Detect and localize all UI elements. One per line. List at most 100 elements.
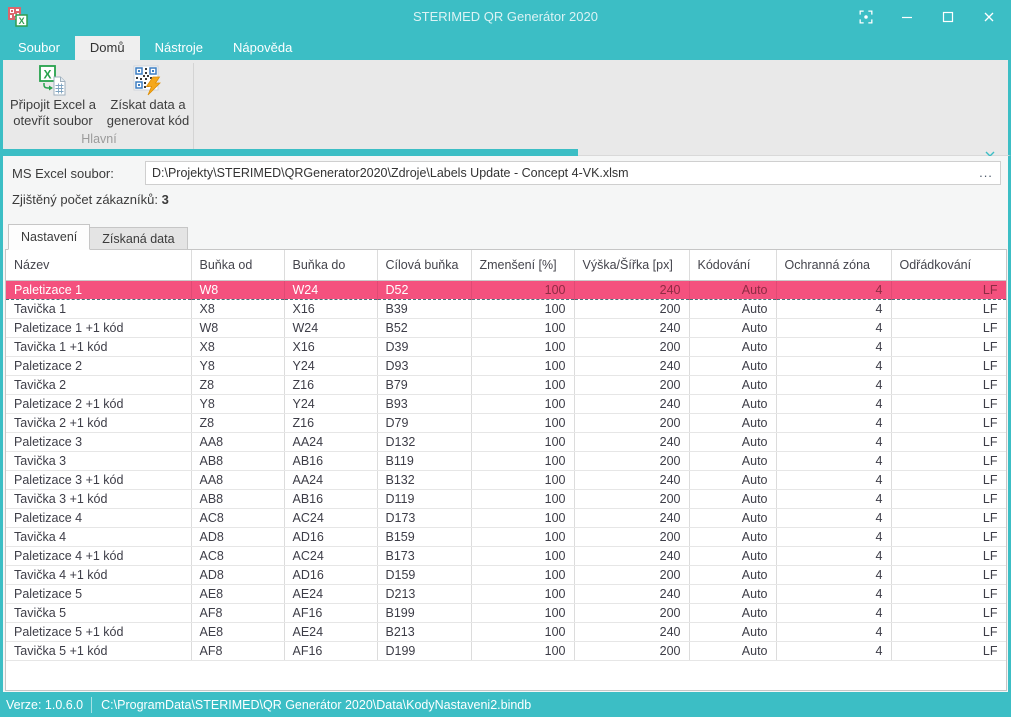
table-cell[interactable]: 4 bbox=[776, 299, 892, 319]
column-header[interactable]: Název bbox=[6, 250, 192, 281]
table-cell[interactable]: 240 bbox=[574, 394, 690, 414]
table-cell[interactable]: 240 bbox=[574, 279, 690, 300]
table-cell[interactable]: Paletizace 5 bbox=[6, 584, 192, 604]
table-cell[interactable]: Tavička 2 bbox=[6, 375, 192, 395]
table-cell[interactable]: AF8 bbox=[191, 603, 285, 623]
table-cell[interactable]: AD16 bbox=[284, 527, 378, 547]
column-header[interactable]: Odřádkování bbox=[891, 250, 1006, 281]
table-cell[interactable]: 4 bbox=[776, 318, 892, 338]
table-cell[interactable]: Paletizace 4 +1 kód bbox=[6, 546, 192, 566]
table-cell[interactable]: B93 bbox=[377, 394, 472, 414]
tab-nastaveni[interactable]: Nastavení bbox=[8, 224, 91, 250]
table-cell[interactable]: 4 bbox=[776, 375, 892, 395]
table-cell[interactable]: AD16 bbox=[284, 565, 378, 585]
table-cell[interactable]: 4 bbox=[776, 641, 892, 661]
tab-ziskana-data[interactable]: Získaná data bbox=[89, 227, 188, 250]
table-cell[interactable]: D213 bbox=[377, 584, 472, 604]
generate-code-button[interactable]: Získat data a generovat kód bbox=[102, 62, 194, 140]
column-header[interactable]: Výška/Šířka [px] bbox=[574, 250, 690, 281]
table-cell[interactable]: Tavička 1 +1 kód bbox=[6, 337, 192, 357]
ribbon-collapse-chevron-icon[interactable] bbox=[985, 144, 995, 157]
table-cell[interactable]: B199 bbox=[377, 603, 472, 623]
table-cell[interactable]: B213 bbox=[377, 622, 472, 642]
table-cell[interactable]: Tavička 4 bbox=[6, 527, 192, 547]
table-cell[interactable]: AA24 bbox=[284, 432, 378, 452]
table-cell[interactable]: 100 bbox=[471, 489, 575, 509]
table-row[interactable]: Paletizace 4 +1 kód AC8 AC24 B173 100 240 Auto… bbox=[6, 546, 1006, 566]
table-cell[interactable]: 4 bbox=[776, 432, 892, 452]
table-row[interactable]: Tavička 2 +1 kód Z8 Z16 D79 100 200 Auto 4 LF bbox=[6, 413, 1006, 433]
table-cell[interactable]: Tavička 5 bbox=[6, 603, 192, 623]
table-cell[interactable]: D132 bbox=[377, 432, 472, 452]
table-cell[interactable]: 4 bbox=[776, 508, 892, 528]
table-cell[interactable]: 200 bbox=[574, 413, 690, 433]
table-cell[interactable]: 200 bbox=[574, 603, 690, 623]
table-cell[interactable]: LF bbox=[891, 584, 1006, 604]
table-cell[interactable]: D39 bbox=[377, 337, 472, 357]
table-cell[interactable]: 100 bbox=[471, 527, 575, 547]
table-cell[interactable]: 4 bbox=[776, 584, 892, 604]
table-cell[interactable]: LF bbox=[891, 622, 1006, 642]
table-cell[interactable]: LF bbox=[891, 394, 1006, 414]
table-cell[interactable]: D79 bbox=[377, 413, 472, 433]
table-cell[interactable]: Tavička 3 bbox=[6, 451, 192, 471]
table-cell[interactable]: AB8 bbox=[191, 451, 285, 471]
table-cell[interactable]: 4 bbox=[776, 337, 892, 357]
table-cell[interactable]: 240 bbox=[574, 356, 690, 376]
table-cell[interactable]: Paletizace 4 bbox=[6, 508, 192, 528]
table-cell[interactable]: AF8 bbox=[191, 641, 285, 661]
table-cell[interactable]: Auto bbox=[689, 299, 777, 319]
table-cell[interactable]: AC24 bbox=[284, 546, 378, 566]
table-cell[interactable]: 100 bbox=[471, 432, 575, 452]
excel-path-input[interactable] bbox=[146, 162, 974, 184]
table-cell[interactable]: D93 bbox=[377, 356, 472, 376]
table-cell[interactable]: B173 bbox=[377, 546, 472, 566]
table-cell[interactable]: 4 bbox=[776, 470, 892, 490]
table-cell[interactable]: 100 bbox=[471, 641, 575, 661]
table-cell[interactable]: B119 bbox=[377, 451, 472, 471]
table-cell[interactable]: LF bbox=[891, 279, 1006, 300]
table-cell[interactable]: AA8 bbox=[191, 432, 285, 452]
column-header[interactable]: Buňka do bbox=[284, 250, 378, 281]
table-cell[interactable]: 200 bbox=[574, 489, 690, 509]
table-cell[interactable]: AD8 bbox=[191, 527, 285, 547]
table-row[interactable]: Tavička 1 +1 kód X8 X16 D39 100 200 Auto 4 LF bbox=[6, 337, 1006, 357]
fit-to-screen-button[interactable] bbox=[845, 0, 886, 33]
table-row[interactable]: Paletizace 5 AE8 AE24 D213 100 240 Auto 4 LF bbox=[6, 584, 1006, 604]
table-cell[interactable]: 4 bbox=[776, 489, 892, 509]
table-row[interactable]: Tavička 4 AD8 AD16 B159 100 200 Auto 4 LF bbox=[6, 527, 1006, 547]
table-cell[interactable]: W8 bbox=[191, 279, 285, 300]
table-cell[interactable]: 240 bbox=[574, 584, 690, 604]
table-row[interactable]: Paletizace 1 +1 kód W8 W24 B52 100 240 Auto 4 LF bbox=[6, 318, 1006, 338]
table-cell[interactable]: B159 bbox=[377, 527, 472, 547]
table-cell[interactable]: AD8 bbox=[191, 565, 285, 585]
table-cell[interactable]: 100 bbox=[471, 622, 575, 642]
table-cell[interactable]: LF bbox=[891, 641, 1006, 661]
table-cell[interactable]: B52 bbox=[377, 318, 472, 338]
table-cell[interactable]: 200 bbox=[574, 299, 690, 319]
table-cell[interactable]: 4 bbox=[776, 279, 892, 300]
table-cell[interactable]: 100 bbox=[471, 584, 575, 604]
table-cell[interactable]: B132 bbox=[377, 470, 472, 490]
table-cell[interactable]: Tavička 1 bbox=[6, 299, 192, 319]
menu-item-domů[interactable]: Domů bbox=[74, 36, 140, 60]
table-cell[interactable]: Auto bbox=[689, 318, 777, 338]
table-cell[interactable]: AE8 bbox=[191, 584, 285, 604]
table-cell[interactable]: Auto bbox=[689, 451, 777, 471]
table-cell[interactable]: Y8 bbox=[191, 356, 285, 376]
table-cell[interactable]: 100 bbox=[471, 451, 575, 471]
table-cell[interactable]: LF bbox=[891, 470, 1006, 490]
table-cell[interactable]: LF bbox=[891, 508, 1006, 528]
table-row[interactable]: Tavička 2 Z8 Z16 B79 100 200 Auto 4 LF bbox=[6, 375, 1006, 395]
table-cell[interactable]: D119 bbox=[377, 489, 472, 509]
table-cell[interactable]: AA24 bbox=[284, 470, 378, 490]
table-cell[interactable]: Paletizace 3 bbox=[6, 432, 192, 452]
table-cell[interactable]: 4 bbox=[776, 603, 892, 623]
table-cell[interactable]: Paletizace 3 +1 kód bbox=[6, 470, 192, 490]
table-cell[interactable]: Paletizace 5 +1 kód bbox=[6, 622, 192, 642]
table-cell[interactable]: LF bbox=[891, 603, 1006, 623]
table-cell[interactable]: Auto bbox=[689, 641, 777, 661]
table-cell[interactable]: 100 bbox=[471, 603, 575, 623]
table-row[interactable]: Tavička 3 AB8 AB16 B119 100 200 Auto 4 LF bbox=[6, 451, 1006, 471]
table-cell[interactable]: Tavička 4 +1 kód bbox=[6, 565, 192, 585]
